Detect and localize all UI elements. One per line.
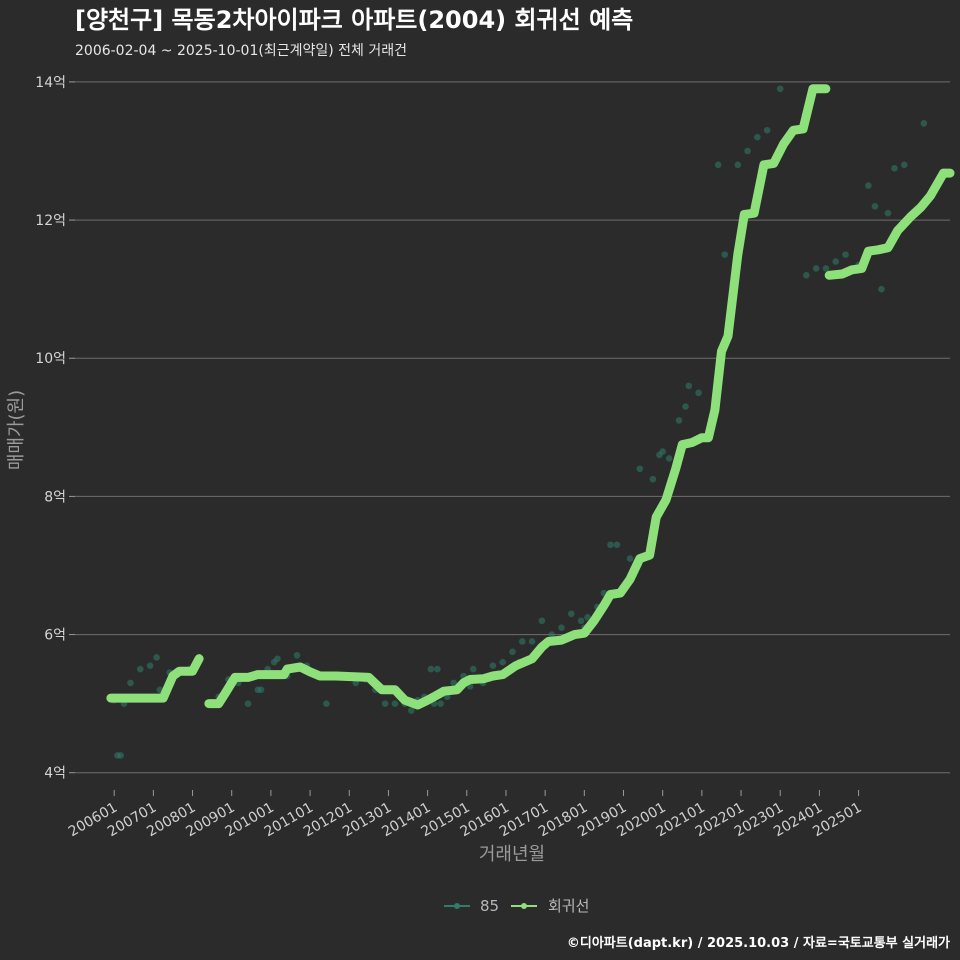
- data-point: [812, 265, 820, 272]
- legend-swatch-85-dot: [454, 903, 460, 909]
- data-point: [832, 258, 840, 265]
- data-point: [427, 665, 435, 673]
- data-point: [567, 610, 575, 618]
- data-point: [607, 541, 614, 549]
- scatter-points: [110, 85, 928, 759]
- x-axis-label: 거래년월: [479, 844, 545, 865]
- legend-swatch-regression-dot: [521, 903, 527, 909]
- data-point: [744, 147, 751, 155]
- data-point: [884, 209, 892, 217]
- data-point: [878, 285, 885, 293]
- data-point: [871, 202, 879, 210]
- data-point: [900, 161, 908, 169]
- data-point: [577, 617, 585, 625]
- legend-item-85: 85: [444, 897, 499, 915]
- data-point: [665, 455, 673, 462]
- data-point: [721, 251, 729, 258]
- data-point: [626, 555, 634, 562]
- data-point: [842, 251, 849, 258]
- data-point: [381, 700, 389, 707]
- data-point: [754, 133, 761, 141]
- y-tick-label: 6억: [44, 628, 66, 644]
- data-point: [538, 617, 546, 625]
- data-point: [682, 403, 689, 410]
- data-point: [274, 655, 281, 663]
- data-point: [407, 707, 415, 714]
- legend-label-regression: 회귀선: [548, 897, 589, 915]
- data-point: [499, 658, 507, 666]
- regression-segment: [106, 654, 204, 703]
- chart-subtitle: 2006-02-04 ~ 2025-10-01(최근계약일) 전체 거래건: [75, 43, 407, 59]
- data-point: [891, 164, 898, 172]
- data-point: [450, 679, 458, 687]
- caption: ©디아파트(dapt.kr) / 2025.10.03 / 자료=국토교통부 실…: [567, 935, 950, 951]
- data-point: [293, 651, 301, 659]
- chart-title: [양천구] 목동2차아이파크 아파트(2004) 회귀선 예측: [75, 6, 633, 34]
- y-axis-ticks: 4억 6억 8억 10억 12억 14억: [35, 75, 75, 782]
- data-point: [584, 613, 591, 621]
- regression-segment: [824, 168, 955, 280]
- legend-label-85: 85: [480, 897, 499, 915]
- data-point: [434, 665, 441, 673]
- data-point: [714, 161, 722, 169]
- data-point: [803, 272, 810, 279]
- data-point: [695, 389, 702, 397]
- data-point: [528, 638, 536, 645]
- y-tick-label: 10억: [35, 351, 66, 367]
- data-point: [470, 665, 477, 673]
- legend: 85 회귀선: [444, 897, 589, 915]
- data-point: [153, 654, 160, 661]
- data-point: [659, 448, 666, 455]
- regression-line: [106, 84, 955, 710]
- data-point: [613, 541, 621, 549]
- data-point: [244, 700, 252, 707]
- data-point: [518, 638, 526, 645]
- data-point: [822, 265, 830, 272]
- data-point: [391, 700, 399, 707]
- data-point: [127, 679, 134, 687]
- data-point: [675, 417, 683, 424]
- grid: [75, 81, 950, 774]
- data-point: [548, 631, 555, 638]
- data-point: [763, 126, 771, 134]
- regression-segment: [204, 84, 831, 710]
- y-tick-label: 14억: [35, 75, 66, 91]
- data-point: [257, 686, 265, 694]
- data-point: [920, 120, 928, 127]
- data-point: [649, 475, 657, 483]
- data-point: [509, 648, 516, 656]
- data-point: [136, 665, 144, 673]
- x-axis-ticks: 2006012007012008012009012010012011012012…: [66, 790, 865, 840]
- data-point: [323, 700, 330, 707]
- data-point: [685, 382, 693, 390]
- data-point: [734, 161, 742, 169]
- data-point: [636, 465, 644, 473]
- y-tick-label: 4억: [44, 766, 66, 782]
- data-point: [776, 85, 784, 93]
- y-tick-label: 8억: [44, 489, 66, 505]
- legend-item-regression: 회귀선: [511, 897, 589, 915]
- y-axis-label: 매매가(원): [6, 390, 27, 470]
- data-point: [117, 752, 125, 759]
- data-point: [146, 662, 154, 669]
- data-point: [865, 182, 872, 189]
- data-point: [437, 700, 444, 707]
- data-point: [489, 662, 497, 669]
- y-tick-label: 12억: [35, 213, 66, 229]
- data-point: [558, 624, 565, 631]
